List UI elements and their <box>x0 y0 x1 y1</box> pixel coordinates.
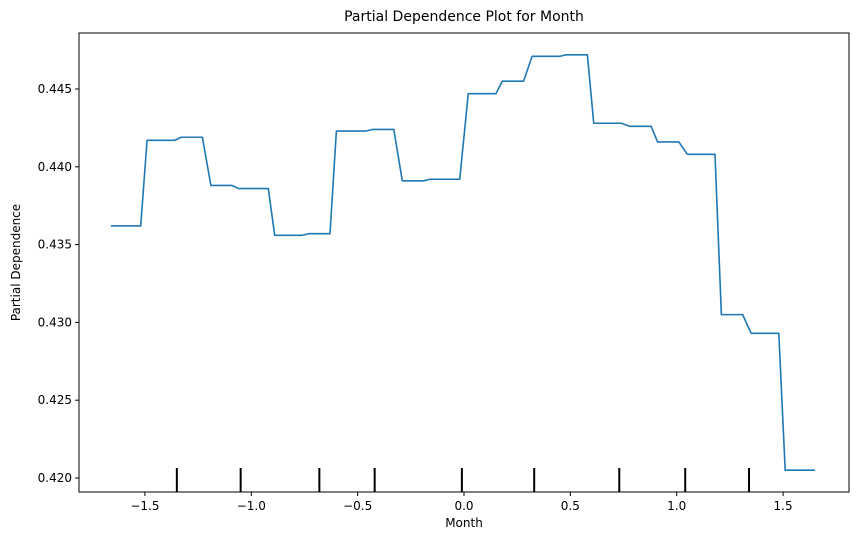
rug-ticks <box>175 468 751 492</box>
y-tick-label: 0.435 <box>38 238 72 252</box>
y-tick-label: 0.425 <box>38 393 72 407</box>
y-axis-ticks: 0.420 0.425 0.430 0.435 0.440 0.445 <box>38 82 79 485</box>
y-tick-label: 0.440 <box>38 160 72 174</box>
x-tick-label: 0.0 <box>454 499 473 513</box>
x-tick-label: 0.5 <box>561 499 580 513</box>
x-tick-label: −1.0 <box>237 499 266 513</box>
y-tick-label: 0.430 <box>38 315 72 329</box>
series-line <box>110 53 815 472</box>
x-axis-ticks: −1.5 −1.0 −0.5 0.0 0.5 1.0 1.5 <box>130 492 793 513</box>
y-tick-label: 0.420 <box>38 471 72 485</box>
x-axis-label: Month <box>445 516 483 530</box>
y-axis-label: Partial Dependence <box>9 204 23 321</box>
x-tick-label: 1.5 <box>774 499 793 513</box>
x-tick-label: −0.5 <box>343 499 372 513</box>
series-line-group <box>110 53 815 472</box>
y-tick-label: 0.445 <box>38 82 72 96</box>
chart-title: Partial Dependence Plot for Month <box>344 9 584 25</box>
x-tick-label: 1.0 <box>667 499 686 513</box>
x-tick-label: −1.5 <box>130 499 159 513</box>
